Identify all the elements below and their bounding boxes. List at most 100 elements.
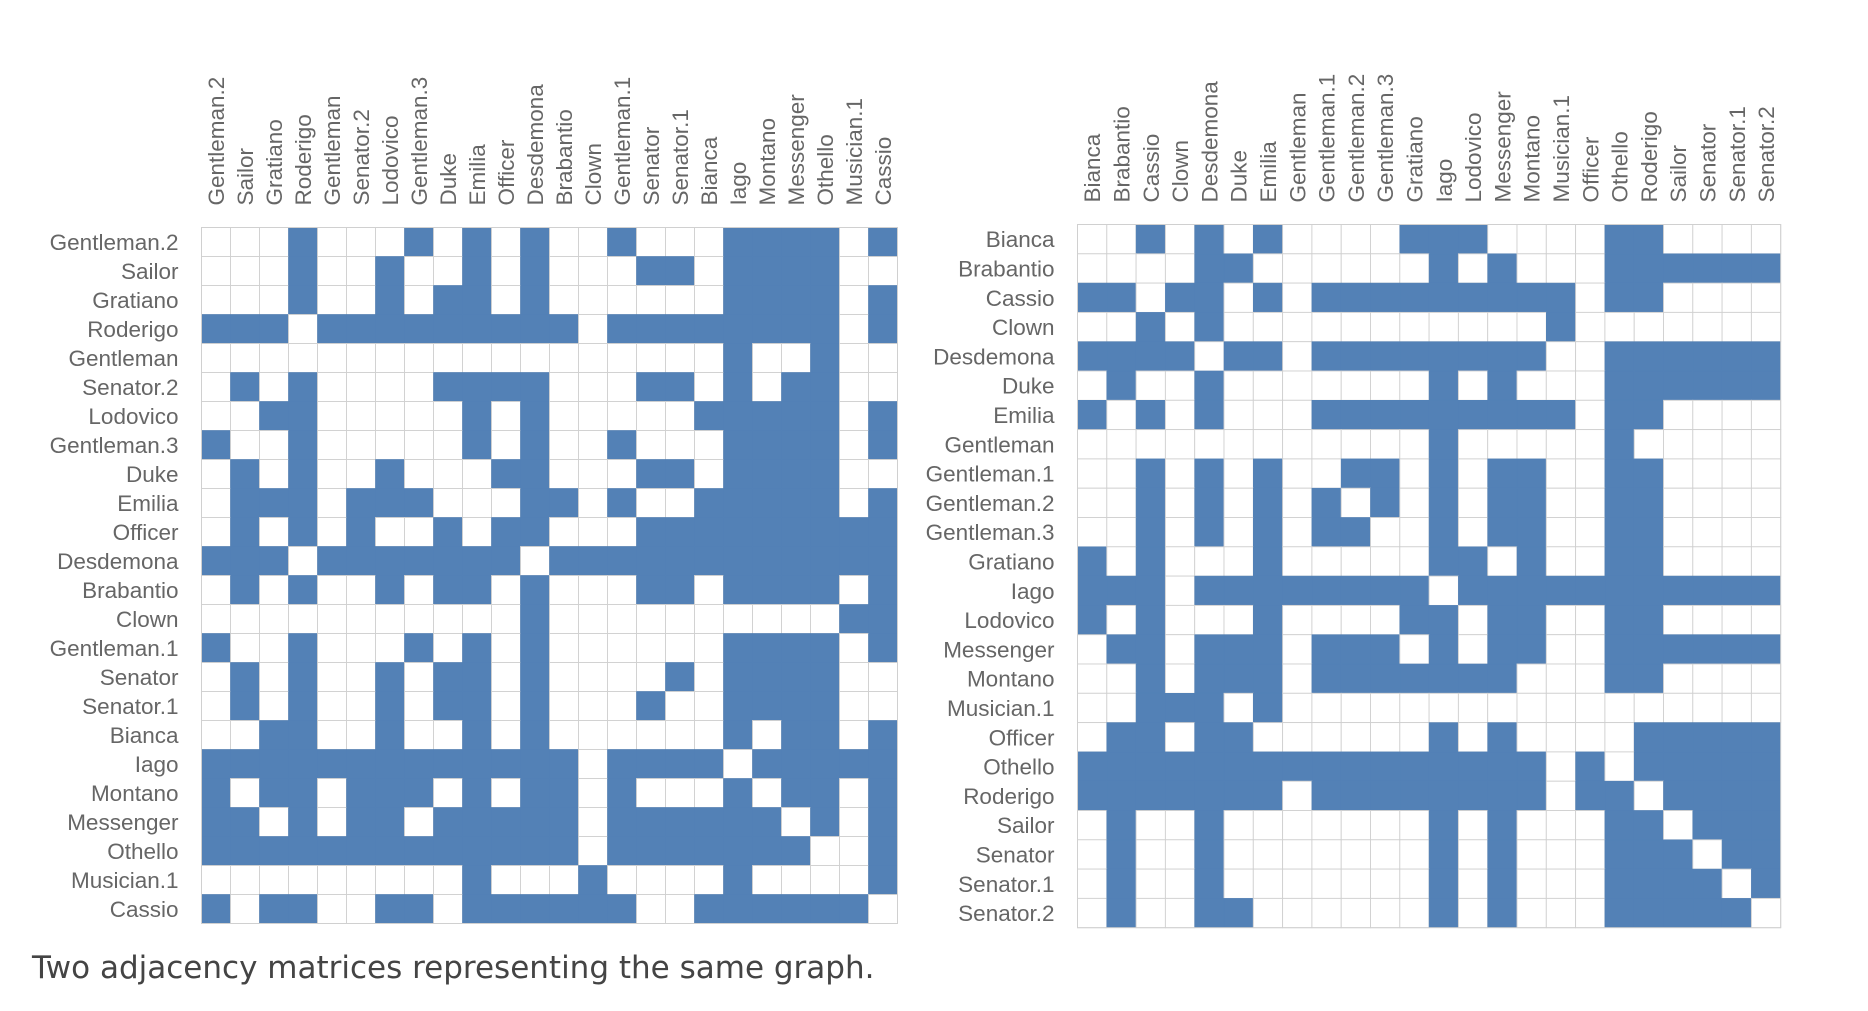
matrix-cell-filled [1604, 399, 1635, 430]
matrix-cell-filled [868, 285, 898, 315]
matrix-cell-filled [1428, 839, 1459, 870]
matrix-cell-filled [375, 314, 405, 344]
matrix-cell-empty [1399, 311, 1430, 343]
row-label: Gentleman.2 [926, 491, 1055, 516]
matrix-cell-filled [1633, 868, 1664, 899]
matrix-cell-empty [491, 575, 521, 605]
matrix-cell-empty [520, 343, 550, 373]
matrix-cell-empty [1077, 868, 1108, 899]
matrix-cell-empty [1721, 868, 1752, 899]
matrix-cell-empty [1223, 487, 1254, 518]
matrix-cell-filled [1135, 517, 1166, 548]
matrix-cell-empty [1311, 253, 1342, 284]
matrix-cell-empty [317, 604, 347, 634]
matrix-cell-filled [433, 691, 463, 721]
matrix-cell-filled [1487, 253, 1518, 284]
matrix-cell-empty [1457, 868, 1489, 899]
matrix-cell-empty [1282, 839, 1313, 870]
matrix-cell-empty [636, 778, 666, 808]
matrix-cell-empty [1750, 429, 1782, 460]
matrix-cell-empty [1545, 224, 1577, 255]
row-label: Gratiano [968, 549, 1054, 574]
matrix-cell-filled [1487, 575, 1518, 606]
matrix-cell-empty [1252, 722, 1284, 753]
matrix-cell-empty [1545, 692, 1577, 724]
matrix-cell-empty [404, 256, 434, 286]
matrix-cell-empty [607, 720, 637, 750]
matrix-cell-empty [868, 372, 898, 402]
matrix-cell-filled [781, 430, 811, 460]
matrix-cell-filled [1751, 839, 1782, 870]
matrix-cell-empty [1692, 546, 1723, 577]
matrix-cell-filled [1194, 634, 1225, 665]
matrix-cell-filled [781, 227, 811, 257]
matrix-cell-empty [201, 720, 231, 750]
column-label: Duke [436, 153, 461, 206]
matrix-cell-empty [404, 807, 434, 837]
matrix-cell-empty [1164, 839, 1196, 870]
matrix-cell-filled [1135, 312, 1166, 342]
matrix-cell-empty [868, 691, 898, 721]
matrix-cell-filled [1633, 458, 1664, 489]
matrix-cell-filled [433, 285, 463, 315]
matrix-cell-filled [1721, 780, 1752, 811]
matrix-cell-empty [317, 633, 347, 663]
matrix-cell-filled [752, 488, 782, 518]
matrix-cell-filled [810, 633, 840, 663]
matrix-cell-empty [520, 546, 550, 576]
matrix-cell-empty [1575, 839, 1606, 870]
matrix-cell-empty [1340, 722, 1371, 753]
matrix-cell-empty [694, 459, 724, 489]
matrix-cell-empty [810, 865, 840, 895]
matrix-cell-empty [1457, 458, 1489, 489]
matrix-cell-filled [230, 575, 260, 605]
matrix-cell-filled [520, 430, 550, 460]
matrix-cell-filled [1399, 282, 1430, 313]
matrix-cell-filled [1633, 839, 1664, 870]
matrix-cell-empty [1164, 458, 1196, 489]
matrix-cell-filled [752, 836, 782, 866]
matrix-cell-filled [1575, 751, 1606, 782]
row-label: Lodovico [964, 608, 1054, 633]
matrix-cell-empty [375, 227, 405, 257]
matrix-cell-filled [1487, 839, 1518, 870]
matrix-cell-empty [1252, 399, 1284, 431]
matrix-cell-filled [1165, 341, 1196, 372]
matrix-cell-empty [1194, 546, 1225, 577]
matrix-cell-empty [230, 633, 260, 663]
row-label: Messenger [943, 637, 1055, 662]
matrix-cell-filled [288, 720, 318, 750]
matrix-cell-filled [1340, 341, 1371, 372]
matrix-cell-filled [1253, 692, 1283, 723]
matrix-cell-filled [1253, 282, 1283, 313]
matrix-cell-filled [462, 691, 492, 721]
matrix-cell-empty [1545, 897, 1577, 929]
matrix-cell-empty [259, 343, 289, 373]
matrix-cell-filled [549, 778, 579, 808]
matrix-cell-filled [1077, 780, 1108, 811]
matrix-cell-empty [868, 256, 898, 286]
matrix-cell-empty [404, 575, 434, 605]
matrix-cell-empty [1135, 897, 1166, 929]
matrix-cell-filled [781, 836, 811, 866]
matrix-cell-filled [578, 865, 608, 895]
matrix-cell-empty [1692, 604, 1723, 636]
matrix-cell-empty [1604, 751, 1635, 782]
matrix-cell-empty [491, 691, 521, 721]
matrix-cell-empty [462, 343, 492, 373]
row-label: Duke [126, 462, 179, 487]
matrix-cell-filled [1253, 517, 1283, 548]
matrix-cell-filled [230, 546, 260, 576]
matrix-cell-empty [1575, 663, 1606, 694]
matrix-cell-filled [1575, 575, 1606, 606]
matrix-cell-filled [520, 227, 550, 257]
matrix-cell-empty [1750, 458, 1782, 489]
matrix-cell-empty [1633, 429, 1664, 460]
matrix-cell-empty [1575, 370, 1606, 401]
matrix-cell-empty [404, 662, 434, 692]
matrix-cell-filled [1194, 458, 1225, 489]
column-label: Montano [1520, 115, 1545, 203]
matrix-cell-filled [1458, 751, 1489, 782]
matrix-cell-empty [1663, 692, 1694, 724]
matrix-cell-empty [549, 285, 579, 315]
